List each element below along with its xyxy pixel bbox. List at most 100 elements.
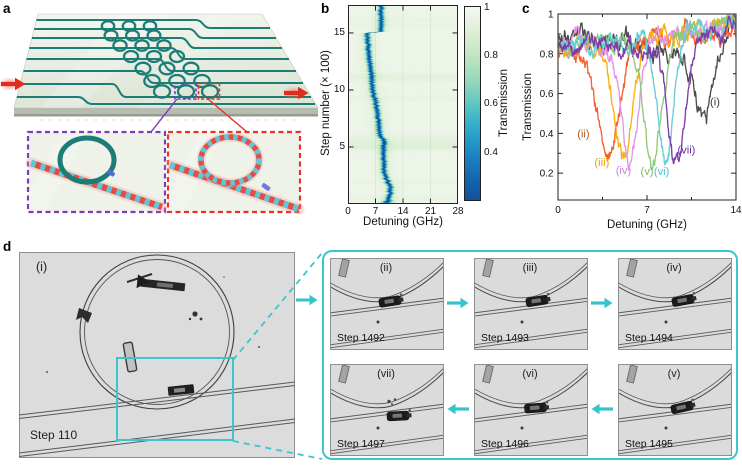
x-tick-label: 21 bbox=[424, 206, 437, 217]
microring bbox=[134, 39, 150, 52]
spectra-curves bbox=[558, 14, 736, 171]
axis-ticks bbox=[557, 13, 737, 200]
sequence-arrow-right-icon bbox=[447, 297, 469, 309]
svg-text:0.2: 0.2 bbox=[540, 169, 554, 180]
target-nanoparticle bbox=[167, 384, 195, 396]
laser-input-arrow-icon bbox=[0, 77, 26, 91]
micrograph-image bbox=[618, 258, 732, 350]
laser-output-arrow-icon bbox=[282, 86, 309, 100]
curve-(vii) bbox=[558, 15, 736, 165]
panel-b-y-axis-label: Step number (× 100) bbox=[320, 50, 332, 156]
x-tick-label: 14 bbox=[397, 206, 409, 217]
striped-ring bbox=[198, 134, 262, 186]
tick-labels: 0 7 14 1 0.8 0.6 0.4 0.2 bbox=[540, 10, 742, 217]
curve-(v) bbox=[558, 14, 736, 171]
svg-text:0.6: 0.6 bbox=[540, 89, 554, 100]
panel-c-x-axis-label: Detuning (GHz) bbox=[607, 219, 687, 231]
curve-label-(vii): (vii) bbox=[677, 144, 695, 156]
micrograph-step-label: Step 1494 bbox=[625, 332, 673, 344]
microring bbox=[168, 73, 186, 89]
microring bbox=[156, 39, 172, 52]
probe-icon bbox=[626, 365, 638, 384]
x-tick-label: 7 bbox=[372, 206, 379, 217]
colorbar-tick-label: 1 bbox=[484, 2, 490, 13]
microring bbox=[122, 49, 140, 64]
micrograph-roman-label: (vi) bbox=[522, 368, 538, 380]
curve-label-(iv): (iv) bbox=[616, 165, 632, 177]
micrograph-step-label: Step 1493 bbox=[481, 332, 529, 344]
nanoparticle-icon bbox=[107, 169, 115, 177]
heatmap-plot bbox=[348, 5, 458, 204]
micrograph-roman-label: (ii) bbox=[379, 262, 393, 274]
svg-text:7: 7 bbox=[644, 205, 650, 216]
micrograph-step-label: Step 1496 bbox=[481, 438, 529, 450]
x-tick-label: 28 bbox=[452, 206, 464, 217]
probe-icon bbox=[338, 259, 350, 278]
purple-connector-line bbox=[150, 98, 178, 133]
probe-icon bbox=[338, 365, 350, 384]
micrograph-cell: (vii) Step 1497 bbox=[330, 364, 444, 456]
panel-label-c: c bbox=[522, 1, 530, 16]
micrograph-cell: (iii) Step 1493 bbox=[474, 258, 588, 350]
curve-label-(ii): (ii) bbox=[577, 128, 590, 140]
micrograph-cell: (vi) Step 1496 bbox=[474, 364, 588, 456]
colorbar-tick-label: 0.4 bbox=[484, 147, 498, 158]
micrograph-roman-label: (vii) bbox=[377, 368, 395, 380]
svg-text:14: 14 bbox=[730, 205, 742, 216]
zoom-region-box bbox=[116, 357, 234, 441]
microring bbox=[124, 29, 141, 42]
sequence-arrow-left-icon bbox=[447, 403, 469, 415]
micrograph-step-label: Step 1492 bbox=[337, 332, 385, 344]
curve-label-(i): (i) bbox=[710, 97, 720, 109]
spectra-plot: 0 7 14 1 0.8 0.6 0.4 0.2 Detuning (GHz) Transmiss… bbox=[522, 10, 742, 232]
microring bbox=[103, 29, 119, 42]
microring bbox=[152, 84, 172, 99]
x-tick-label: 0 bbox=[345, 206, 351, 217]
probe-icon bbox=[482, 365, 494, 384]
y-tick-label: 15 bbox=[333, 27, 345, 38]
microring bbox=[112, 39, 128, 52]
probe-icon bbox=[482, 259, 494, 278]
micrograph-roman-label: (iii) bbox=[522, 262, 538, 274]
waveguides bbox=[16, 19, 315, 105]
target-nanoparticle bbox=[378, 293, 404, 308]
svg-text:1: 1 bbox=[548, 10, 554, 21]
microring bbox=[193, 73, 211, 89]
panel-label-b: b bbox=[321, 1, 330, 16]
svg-text:0: 0 bbox=[555, 205, 561, 216]
colorbar-tick-label: 0.8 bbox=[484, 50, 498, 61]
zoom-arrow-icon bbox=[309, 294, 318, 306]
micrograph-cell: (ii) Step 1492 bbox=[330, 258, 444, 350]
micrograph-step-label: Step 110 bbox=[30, 428, 78, 442]
zoom-sequence-box bbox=[322, 250, 738, 460]
panel-a-chip-illustration bbox=[0, 13, 319, 215]
zoom-box-bare-ring bbox=[174, 82, 197, 100]
curve-label-(v): (v) bbox=[640, 166, 653, 178]
colorbar bbox=[464, 6, 481, 201]
y-tick-label: 10 bbox=[333, 84, 345, 95]
y-tick-label: 5 bbox=[339, 141, 345, 152]
micrograph-step-label: Step 1495 bbox=[625, 438, 673, 450]
nanoparticle-icon bbox=[261, 183, 271, 191]
heatmap-axes bbox=[348, 5, 458, 204]
target-nanoparticle bbox=[386, 409, 412, 422]
curve-label-(vi): (vi) bbox=[654, 166, 670, 178]
panel-b-x-axis-label: Detuning (GHz) bbox=[363, 216, 443, 228]
target-nanoparticle bbox=[671, 292, 697, 307]
axis-ticks bbox=[348, 5, 458, 204]
micrograph-image bbox=[474, 364, 588, 456]
micrograph-cell: (iv) Step 1494 bbox=[618, 258, 732, 350]
microring bbox=[145, 49, 163, 64]
target-nanoparticle bbox=[525, 292, 551, 308]
micrograph-step-label: Step 1497 bbox=[337, 438, 385, 450]
micrograph-roman-label: (v) bbox=[667, 368, 681, 380]
photonic-chip bbox=[13, 13, 319, 121]
microring bbox=[176, 84, 196, 99]
probe-icon bbox=[626, 259, 638, 278]
microring bbox=[200, 84, 220, 99]
inset-striped-ring bbox=[164, 130, 305, 215]
svg-text:0.4: 0.4 bbox=[540, 129, 554, 140]
inset-bare-ring bbox=[25, 130, 168, 214]
sequence-arrow-left-icon bbox=[591, 403, 613, 415]
